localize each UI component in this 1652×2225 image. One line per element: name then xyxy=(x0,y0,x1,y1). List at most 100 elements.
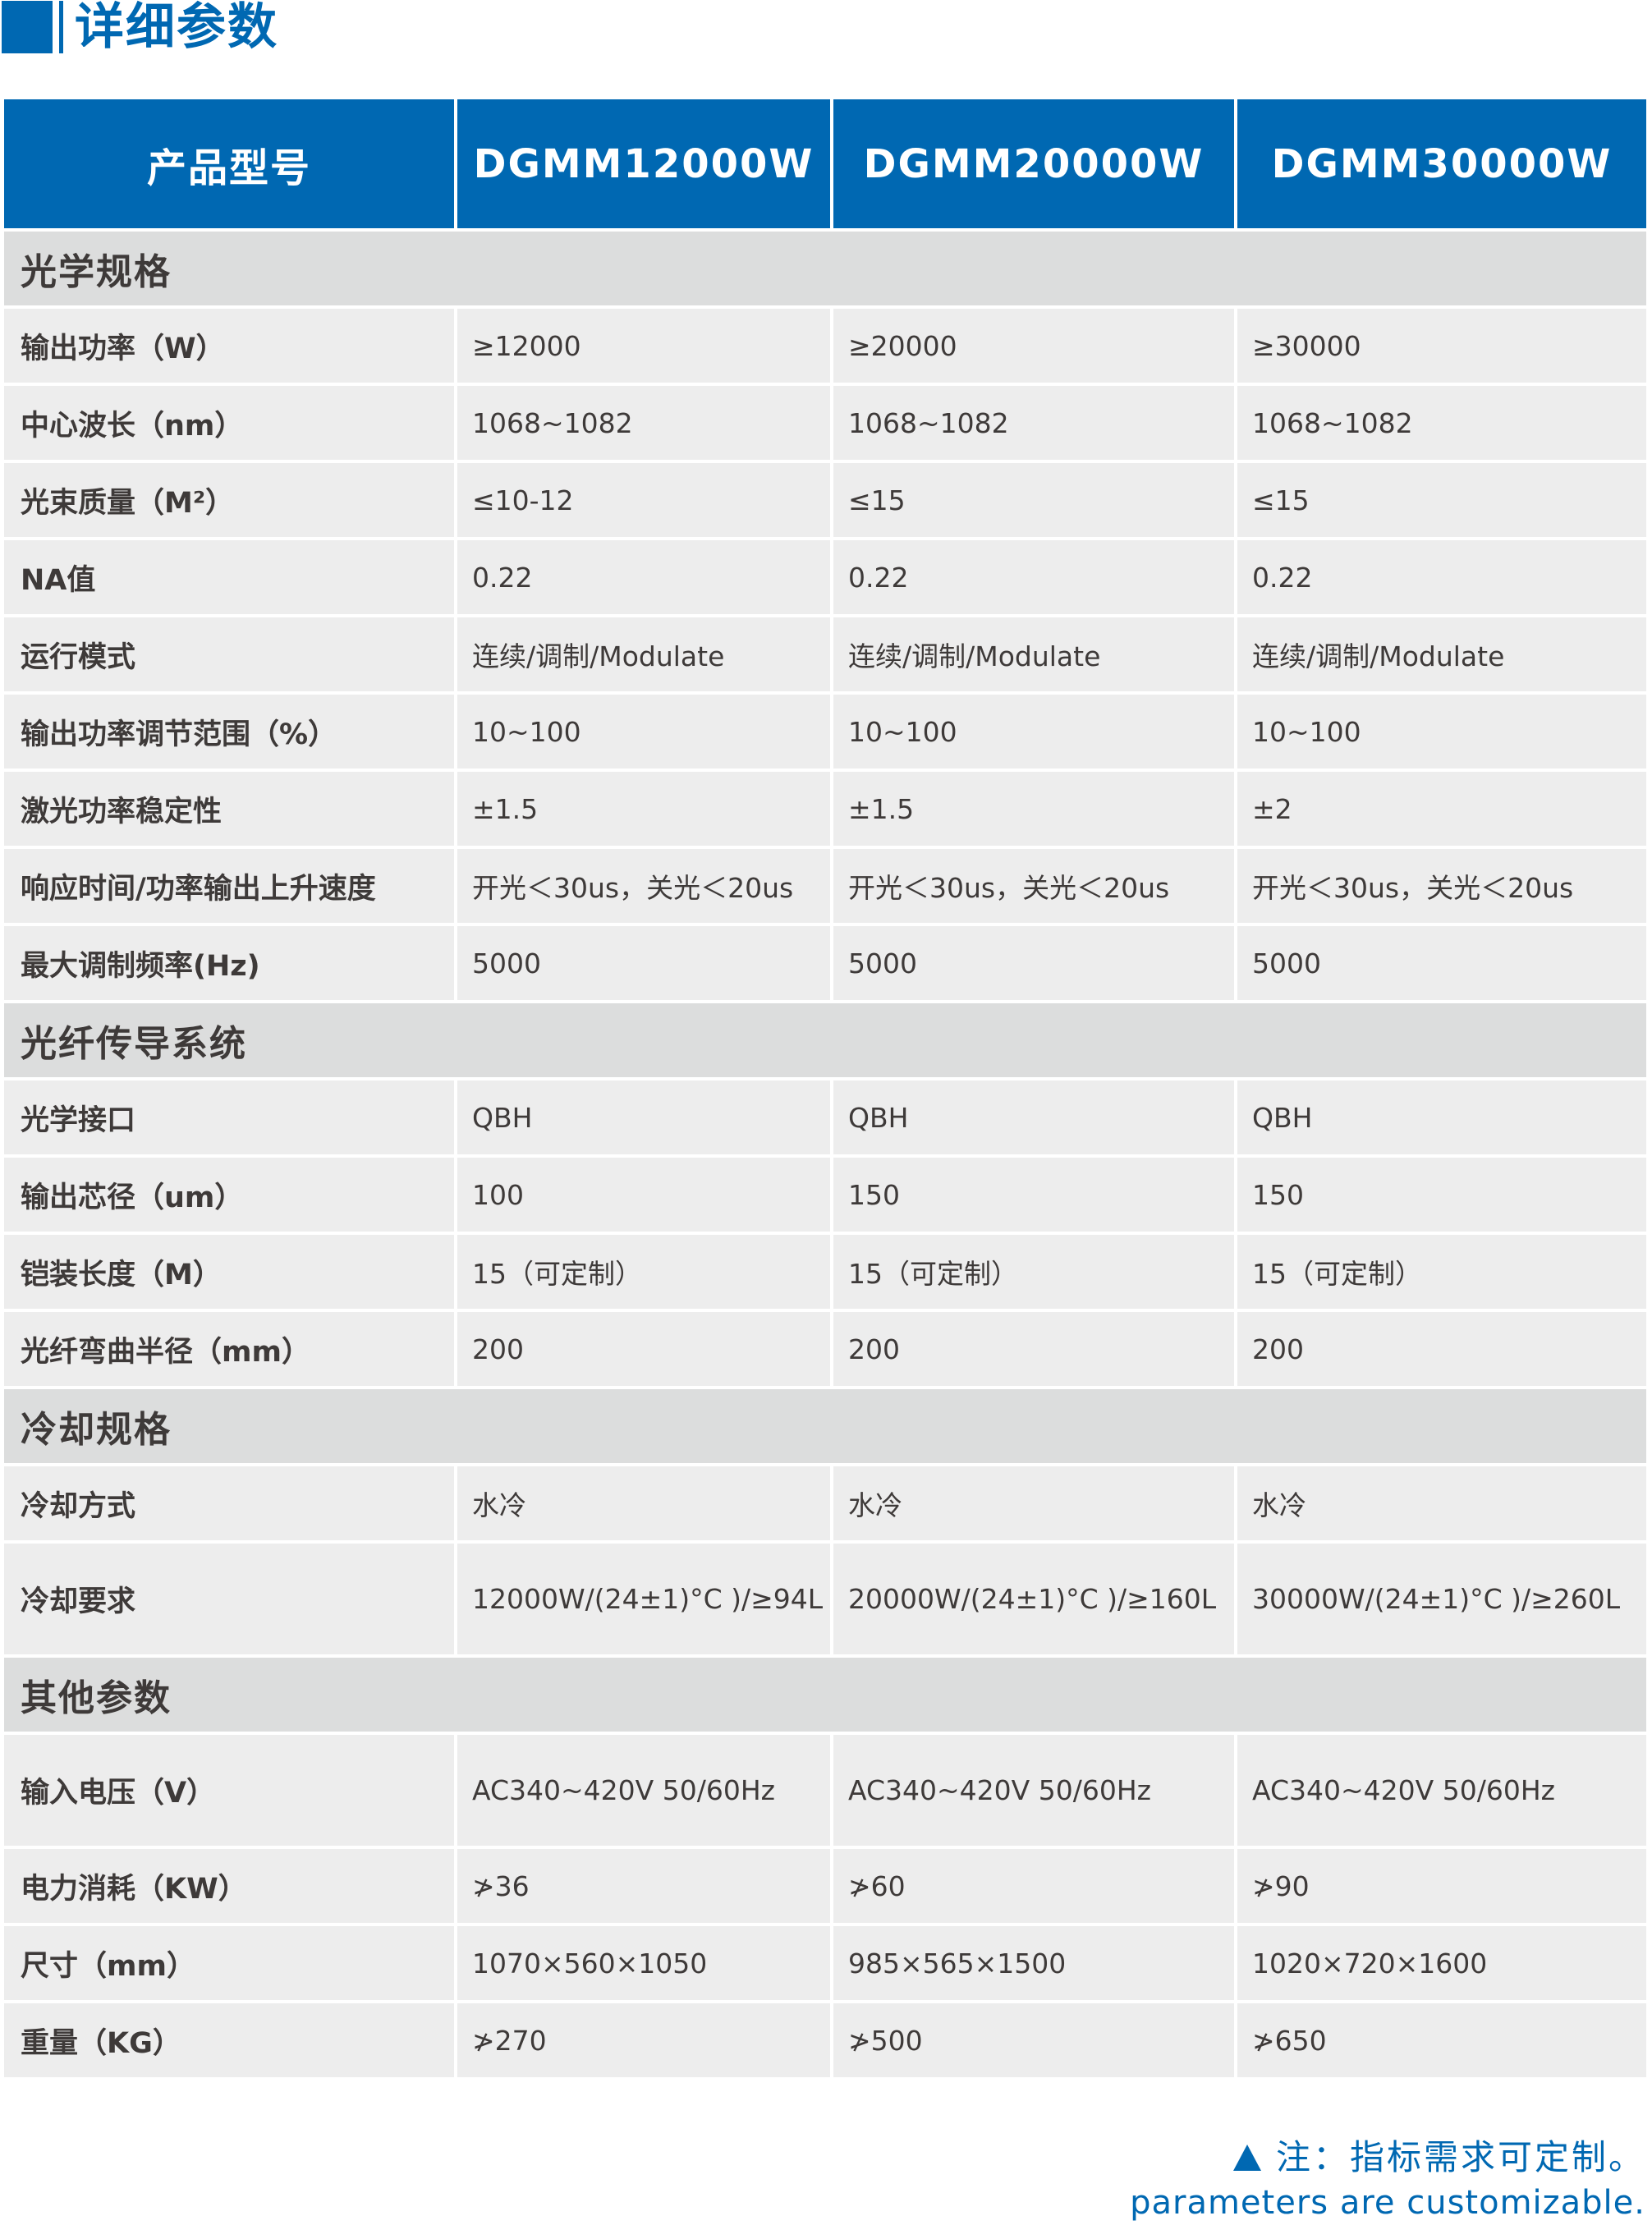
row-value: ≥20000 xyxy=(833,309,1234,383)
row-value: 20000W/(24±1)°C )/≥160L xyxy=(833,1544,1234,1654)
table-row: 输出功率（W） ≥12000 ≥20000 ≥30000 xyxy=(4,309,1646,383)
row-label: 铠装长度（M） xyxy=(4,1235,454,1309)
row-value: 15（可定制） xyxy=(833,1235,1234,1309)
row-label: NA值 xyxy=(4,540,454,614)
row-value: 开光＜30us，关光＜20us xyxy=(1237,849,1646,923)
row-value: 200 xyxy=(833,1312,1234,1386)
row-value: 1070×560×1050 xyxy=(457,1926,830,2000)
section-header: 光纤传导系统 xyxy=(4,1003,1646,1077)
row-value: 150 xyxy=(833,1158,1234,1232)
row-value: QBH xyxy=(833,1080,1234,1154)
row-label: 响应时间/功率输出上升速度 xyxy=(4,849,454,923)
footer-note-en: parameters are customizable. xyxy=(1130,2184,1645,2222)
row-value: ±1.5 xyxy=(833,772,1234,846)
row-value: 15（可定制） xyxy=(457,1235,830,1309)
table-row: 冷却方式 水冷 水冷 水冷 xyxy=(4,1466,1646,1540)
row-value: AC340~420V 50/60Hz xyxy=(833,1735,1234,1846)
row-value: 1068~1082 xyxy=(457,386,830,460)
row-label: 冷却要求 xyxy=(4,1544,454,1654)
row-value: 100 xyxy=(457,1158,830,1232)
title-square-icon xyxy=(2,1,53,53)
table-row: 输出芯径（um） 100 150 150 xyxy=(4,1158,1646,1232)
row-value: QBH xyxy=(457,1080,830,1154)
row-label: 输出芯径（um） xyxy=(4,1158,454,1232)
row-value: 5000 xyxy=(1237,926,1646,1000)
section-header: 其他参数 xyxy=(4,1658,1646,1732)
row-value: 150 xyxy=(1237,1158,1646,1232)
row-label: 运行模式 xyxy=(4,617,454,691)
row-value: 985×565×1500 xyxy=(833,1926,1234,2000)
title-bar-icon xyxy=(59,1,63,53)
table-row: 重量（KG） ≯270 ≯500 ≯650 xyxy=(4,2003,1646,2077)
row-value: 10~100 xyxy=(833,695,1234,768)
row-label: 输入电压（V） xyxy=(4,1735,454,1846)
row-label: 尺寸（mm） xyxy=(4,1926,454,2000)
row-value: 连续/调制/Modulate xyxy=(833,617,1234,691)
header-cell-model-1: DGMM12000W xyxy=(457,99,830,228)
row-value: ≯500 xyxy=(833,2003,1234,2077)
row-value: 连续/调制/Modulate xyxy=(1237,617,1646,691)
page-title-text: 详细参数 xyxy=(75,0,278,56)
row-label: 最大调制频率(Hz) xyxy=(4,926,454,1000)
row-value: 5000 xyxy=(457,926,830,1000)
table-row: 输出功率调节范围（%） 10~100 10~100 10~100 xyxy=(4,695,1646,768)
row-label: 中心波长（nm） xyxy=(4,386,454,460)
row-value: 5000 xyxy=(833,926,1234,1000)
row-value: 水冷 xyxy=(457,1466,830,1540)
row-value: 0.22 xyxy=(833,540,1234,614)
row-value: QBH xyxy=(1237,1080,1646,1154)
table-row: 尺寸（mm） 1070×560×1050 985×565×1500 1020×720×… xyxy=(4,1926,1646,2000)
header-cell-model-label: 产品型号 xyxy=(4,99,454,228)
row-label: 光纤弯曲半径（mm） xyxy=(4,1312,454,1386)
row-value: 200 xyxy=(1237,1312,1646,1386)
row-label: 冷却方式 xyxy=(4,1466,454,1540)
row-value: ≯270 xyxy=(457,2003,830,2077)
footer-note: 注：指标需求可定制。 parameters are customizable. xyxy=(1130,2135,1645,2225)
row-value: ±1.5 xyxy=(457,772,830,846)
row-value: 12000W/(24±1)°C )/≥94L xyxy=(457,1544,830,1654)
row-value: 连续/调制/Modulate xyxy=(457,617,830,691)
table-row: 中心波长（nm） 1068~1082 1068~1082 1068~1082 xyxy=(4,386,1646,460)
table-row: NA值 0.22 0.22 0.22 xyxy=(4,540,1646,614)
row-label: 光学接口 xyxy=(4,1080,454,1154)
row-value: ≥12000 xyxy=(457,309,830,383)
table-row: 光束质量（M²） ≤10-12 ≤15 ≤15 xyxy=(4,463,1646,537)
row-value: ≤10-12 xyxy=(457,463,830,537)
section-header: 冷却规格 xyxy=(4,1389,1646,1463)
row-value: 10~100 xyxy=(457,695,830,768)
row-value: ≯650 xyxy=(1237,2003,1646,2077)
row-value: ≯90 xyxy=(1237,1849,1646,1923)
row-value: ≯36 xyxy=(457,1849,830,1923)
row-value: 0.22 xyxy=(1237,540,1646,614)
row-label: 电力消耗（KW） xyxy=(4,1849,454,1923)
row-value: ≯60 xyxy=(833,1849,1234,1923)
row-value: 1068~1082 xyxy=(1237,386,1646,460)
row-label: 激光功率稳定性 xyxy=(4,772,454,846)
row-label: 输出功率调节范围（%） xyxy=(4,695,454,768)
table-row: 运行模式 连续/调制/Modulate 连续/调制/Modulate 连续/调制/Mo… xyxy=(4,617,1646,691)
footer-note-cn: 注：指标需求可定制。 xyxy=(1275,2137,1645,2177)
row-value: AC340~420V 50/60Hz xyxy=(1237,1735,1646,1846)
table-row: 激光功率稳定性 ±1.5 ±1.5 ±2 xyxy=(4,772,1646,846)
row-value: ±2 xyxy=(1237,772,1646,846)
section-header: 光学规格 xyxy=(4,232,1646,305)
row-value: ≥30000 xyxy=(1237,309,1646,383)
table-header-row: 产品型号 DGMM12000W DGMM20000W DGMM30000W xyxy=(4,99,1646,228)
row-value: ≤15 xyxy=(833,463,1234,537)
row-value: ≤15 xyxy=(1237,463,1646,537)
row-label: 重量（KG） xyxy=(4,2003,454,2077)
table-row: 光纤弯曲半径（mm） 200 200 200 xyxy=(4,1312,1646,1386)
header-cell-model-2: DGMM20000W xyxy=(833,99,1234,228)
row-label: 输出功率（W） xyxy=(4,309,454,383)
row-value: 开光＜30us，关光＜20us xyxy=(833,849,1234,923)
table-row: 响应时间/功率输出上升速度 开光＜30us，关光＜20us 开光＜30us，关光＜2… xyxy=(4,849,1646,923)
row-value: 1020×720×1600 xyxy=(1237,1926,1646,2000)
row-value: 0.22 xyxy=(457,540,830,614)
row-value: 30000W/(24±1)°C )/≥260L xyxy=(1237,1544,1646,1654)
table-row: 输入电压（V） AC340~420V 50/60Hz AC340~420V 50/6… xyxy=(4,1735,1646,1846)
table-row: 铠装长度（M） 15（可定制） 15（可定制） 15（可定制） xyxy=(4,1235,1646,1309)
row-value: 水冷 xyxy=(1237,1466,1646,1540)
table-row: 光学接口 QBH QBH QBH xyxy=(4,1080,1646,1154)
row-value: 200 xyxy=(457,1312,830,1386)
row-label: 光束质量（M²） xyxy=(4,463,454,537)
